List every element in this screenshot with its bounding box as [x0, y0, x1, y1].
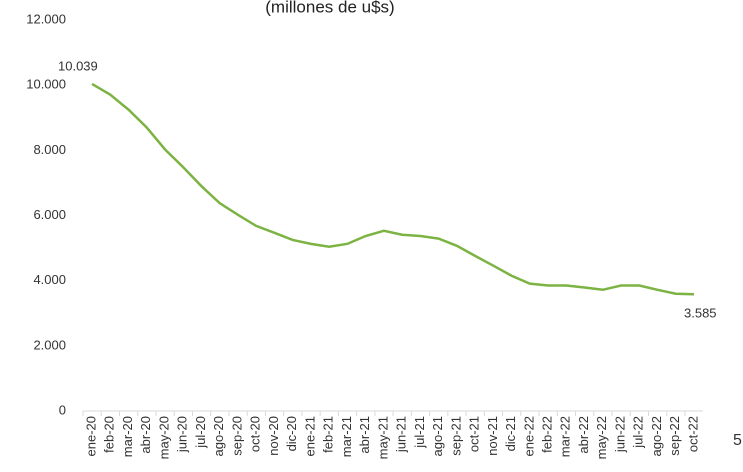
x-tick-label: ene-22: [521, 416, 536, 456]
y-tick-label: 12.000: [26, 11, 66, 26]
x-tick-label: jun-22: [612, 416, 627, 453]
x-tick-label: jul-21: [412, 416, 427, 449]
value-label: 10.039: [58, 58, 98, 73]
y-tick-label: 2.000: [33, 337, 66, 352]
x-tick-label: jul-22: [631, 416, 646, 449]
x-tick-label: may-20: [156, 416, 171, 459]
x-tick-label: ago-22: [649, 416, 664, 456]
x-tick-label: mar-22: [558, 416, 573, 457]
chart-title: (millones de u$s): [265, 0, 394, 16]
x-tick-label: jul-20: [193, 416, 208, 449]
x-tick-label: oct-20: [248, 416, 263, 452]
x-tick-label: ene-21: [302, 416, 317, 456]
y-tick-label: 4.000: [33, 272, 66, 287]
y-tick-label: 0: [59, 402, 66, 417]
x-tick-label: jun-21: [394, 416, 409, 453]
x-tick-label: feb-20: [102, 416, 117, 453]
y-tick-label: 8.000: [33, 142, 66, 157]
x-tick-label: ene-20: [83, 416, 98, 456]
x-tick-label: abr-20: [138, 416, 153, 454]
x-tick-label: ago-20: [211, 416, 226, 456]
x-tick-label: nov-20: [266, 416, 281, 456]
x-tick-label: dic-21: [503, 416, 518, 451]
x-tick-label: mar-20: [120, 416, 135, 457]
x-tick-label: sep-21: [448, 416, 463, 456]
x-tick-label: feb-21: [321, 416, 336, 453]
x-tick-label: nov-21: [485, 416, 500, 456]
x-tick-label: mar-21: [339, 416, 354, 457]
x-tick-label: abr-22: [576, 416, 591, 454]
x-tick-label: may-22: [594, 416, 609, 459]
x-tick-label: may-21: [375, 416, 390, 459]
x-tick-label: oct-21: [467, 416, 482, 452]
y-tick-label: 6.000: [33, 207, 66, 222]
x-tick-label: ago-21: [430, 416, 445, 456]
y-tick-label: 10.000: [26, 77, 66, 92]
page-number: 5: [733, 432, 742, 449]
x-tick-label: abr-21: [357, 416, 372, 454]
x-tick-label: oct-22: [685, 416, 700, 452]
value-label: 3.585: [684, 306, 717, 321]
x-tick-label: jun-20: [175, 416, 190, 453]
x-tick-label: sep-22: [667, 416, 682, 456]
line: [91, 82, 695, 296]
x-tick-label: dic-20: [284, 416, 299, 451]
x-tick-label: sep-20: [229, 416, 244, 456]
x-tick-label: feb-22: [539, 416, 554, 453]
